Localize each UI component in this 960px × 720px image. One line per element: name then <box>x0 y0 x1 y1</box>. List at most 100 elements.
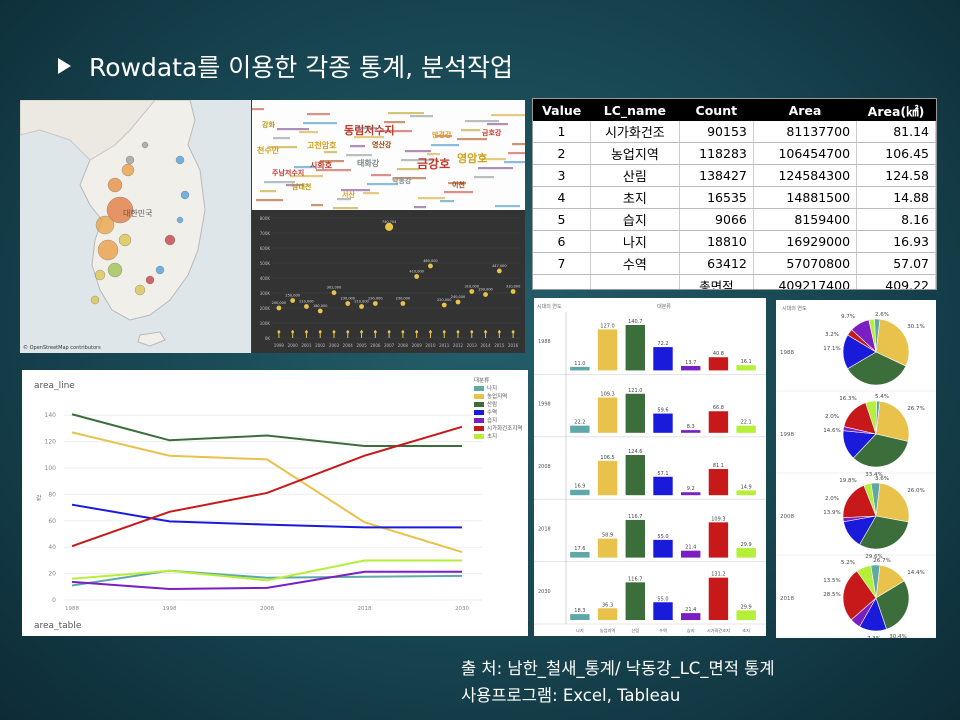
pie-percent-label: 26.0% <box>907 488 924 494</box>
pie-percent-label: 28.5% <box>823 592 840 598</box>
dot-value-label: 230,000 <box>368 297 382 301</box>
bar-value-label: 59.6 <box>657 408 668 414</box>
dot-base-point <box>401 330 405 334</box>
map-attribution: © OpenStreetMap contributors <box>23 345 101 351</box>
dot-point <box>400 301 406 306</box>
bar-row-header: 대분류 <box>657 303 671 310</box>
dot-point <box>345 301 351 306</box>
wordcloud-small-word <box>350 145 365 148</box>
pie-percent-label: 29.6% <box>865 554 882 560</box>
pie-slice <box>870 564 881 599</box>
bar-value-label: 14.9 <box>741 484 752 490</box>
line-chart-footer: area_table <box>34 621 82 631</box>
dot-xtick: 2004 <box>343 343 354 348</box>
line-chart-title: area_line <box>34 381 75 391</box>
bar-value-label: 17.6 <box>574 546 585 552</box>
wordcloud-word: 남대천 <box>292 183 312 191</box>
bar-습지 <box>681 613 701 620</box>
dot-point <box>331 290 337 296</box>
pie-percent-label: 14.4% <box>907 570 924 576</box>
bar-수역 <box>653 347 673 371</box>
bar-초지 <box>736 490 756 496</box>
wordcloud-small-word <box>435 135 452 138</box>
yearly-dot-chart-panel: 800K 700K 600K 500K 400K 300K 200K 100K 0K 1999 20… <box>252 210 525 353</box>
bar-value-label: 58.9 <box>602 533 613 539</box>
bar-year-label: 1988 <box>538 339 551 345</box>
table-cell: 1 <box>533 121 591 143</box>
wordcloud-word: 금강호 <box>417 157 451 171</box>
table-header-cell: Count <box>679 99 754 121</box>
pie-slice <box>875 318 910 367</box>
slide-title-text: Rowdata를 이용한 각종 통계, 분석작업 <box>89 53 514 82</box>
table-cell: 124.58 <box>856 164 936 187</box>
wordcloud-small-word <box>252 108 264 111</box>
line-legend-label: 초지 <box>487 432 497 440</box>
dot-value-label: 210,000 <box>299 300 313 304</box>
bar-value-label: 21.4 <box>685 607 696 613</box>
bar-value-label: 16.9 <box>574 484 585 490</box>
dot-ytick: 0K <box>265 336 271 341</box>
bar-year-label: 2018 <box>538 526 551 532</box>
bar-초지 <box>736 547 756 558</box>
wordcloud-small-word <box>474 176 494 179</box>
table-cell: 2 <box>533 142 591 165</box>
table-header-cell: LC_name <box>590 99 680 121</box>
table-row: 5 습지 9066 8159400 8.16 <box>533 208 936 231</box>
bar-value-label: 36.3 <box>602 602 613 608</box>
dot-base-point <box>318 330 322 334</box>
bar-value-label: 127.0 <box>600 323 614 329</box>
dot-ytick: 600K <box>260 246 271 251</box>
wordcloud-word: 서산 <box>342 191 355 199</box>
table-row: 7 수역 63412 57070800 57.07 <box>533 252 936 275</box>
bar-초지 <box>736 610 756 620</box>
table-cell: 18810 <box>679 230 754 253</box>
wordcloud-small-word <box>273 137 290 140</box>
wordcloud-small-word <box>457 138 487 141</box>
dot-base-point <box>277 330 281 334</box>
table-cell: 16929000 <box>753 230 858 253</box>
line-legend-swatch <box>474 418 484 423</box>
table-cell: 습지 <box>590 208 680 231</box>
line-series-수역 <box>71 503 462 529</box>
wordcloud-panel: 동림저수지 금강호 영암호 고천암호 시화호 태화강 천수만 주남저수지 영산강 만경강 금호강 남대… <box>252 100 525 210</box>
bar-산림 <box>625 393 645 433</box>
bar-초지 <box>736 425 756 433</box>
lc-area-table-panel: Value LC_name Count Area Area(㎢) 1 시가화건조 90153… <box>532 98 937 290</box>
table-cell: 57070800 <box>753 252 858 275</box>
line-legend-swatch <box>474 394 484 399</box>
program-line: 사용프로그램: Excel, Tableau <box>461 686 681 705</box>
table-cell <box>533 274 591 289</box>
table-cell: 4 <box>533 186 591 209</box>
wordcloud-small-word <box>431 144 459 147</box>
bar-수역 <box>653 602 673 620</box>
wordcloud-word: 영산강 <box>372 141 392 149</box>
line-series-나지 <box>71 569 463 587</box>
line-series-습지 <box>71 570 462 591</box>
pie-slice <box>875 400 881 435</box>
dot-point <box>359 304 364 309</box>
bar-시가화건조지 <box>708 469 729 496</box>
lc-area-table: Value LC_name Count Area Area(㎢) 1 시가화건조 90153… <box>533 99 936 289</box>
dot-value-label: 230,000 <box>341 297 355 301</box>
dot-value-label: 250,000 <box>285 294 299 298</box>
wordcloud-small-word <box>260 190 276 193</box>
wordcloud-word: 금호강 <box>482 129 502 137</box>
wordcloud-small-word <box>320 160 344 163</box>
bar-산림 <box>625 325 645 371</box>
map-bubbles <box>90 141 190 305</box>
dot-base-point <box>456 330 460 334</box>
table-cell: 총면적 <box>679 274 754 289</box>
map-bubble <box>107 262 123 278</box>
table-cell: 16.93 <box>856 230 936 253</box>
dot-point <box>304 304 309 309</box>
pie-slice <box>859 515 909 550</box>
line-legend-title: 대분류 <box>474 376 489 384</box>
pie-percent-label: 26.7% <box>873 558 890 564</box>
pie-year-label: 1998 <box>780 432 794 438</box>
wordcloud-small-word <box>427 153 440 156</box>
table-cell: 124584300 <box>753 164 858 187</box>
pie-percent-label: 2.0% <box>825 414 839 420</box>
dot-xtick: 1999 <box>274 343 285 348</box>
line-xtick: 1998 <box>163 606 177 612</box>
map-bubble <box>106 196 134 224</box>
